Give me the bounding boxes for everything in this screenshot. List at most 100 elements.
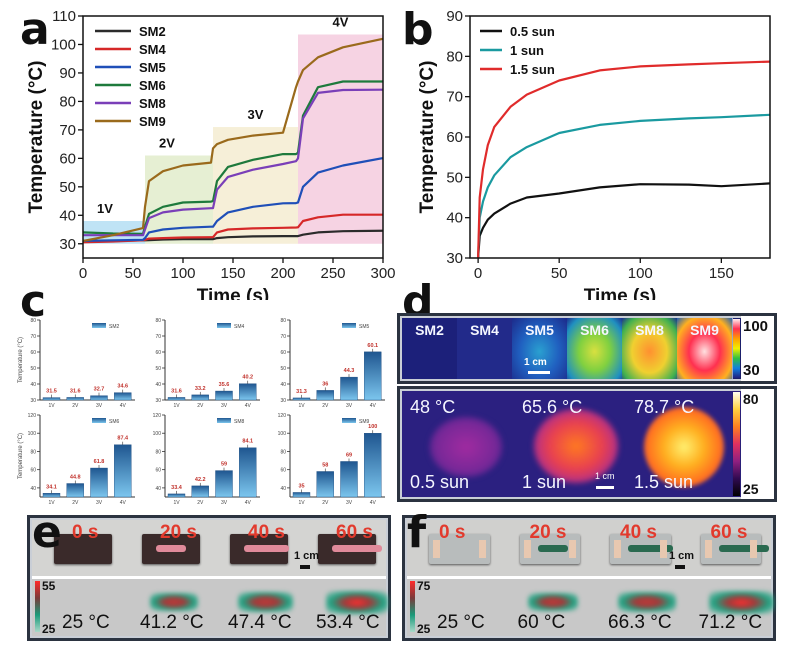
y-tick-label: 90 bbox=[446, 8, 463, 25]
region-label: 4V bbox=[333, 15, 349, 30]
sample-photo bbox=[230, 534, 289, 564]
ir-sample-label: SM8 bbox=[635, 322, 664, 338]
bar-value-label: 36 bbox=[322, 381, 328, 387]
thermal-strip: 25 °C 41.2 °C 47.4 °C 53.4 °C 55 25 bbox=[32, 579, 389, 636]
bar-subplot-SM4: 30 40 50 60 70 80 31.6 1V 33.2 2V 35.6 3V 40.2 4V SM4 bbox=[155, 318, 260, 409]
sample-photo bbox=[54, 534, 112, 564]
x-tick-label: 2V bbox=[72, 500, 79, 505]
scale-bar bbox=[528, 371, 550, 374]
electrode-pad bbox=[433, 540, 440, 558]
thermal-hotspot bbox=[326, 590, 389, 614]
y-tick-label: 120 bbox=[153, 413, 162, 419]
y-tick-label: 50 bbox=[59, 179, 76, 196]
y-tick-label: 30 bbox=[446, 250, 463, 267]
bar-3V bbox=[340, 376, 358, 401]
x-axis-label: Time (s) bbox=[584, 286, 657, 300]
colorbar-max: 100 bbox=[743, 318, 769, 335]
series-line-15sun bbox=[477, 60, 771, 259]
ir-image-SM8: SM8 bbox=[622, 318, 678, 379]
bar-2V bbox=[66, 397, 84, 401]
x-tick-label: 0 bbox=[79, 265, 87, 282]
bar-3V bbox=[215, 470, 233, 498]
x-tick-label: 4V bbox=[120, 500, 127, 505]
y-tick-label: 50 bbox=[155, 366, 161, 372]
ir-sample-label: SM5 bbox=[525, 322, 554, 338]
bar-subplot-SM9: 40 60 80 100 120 35 1V 58 2V 69 3V 100 4V SM9 bbox=[278, 413, 385, 505]
bar-value-label: 31.3 bbox=[296, 389, 307, 395]
y-tick-label: 70 bbox=[30, 334, 36, 340]
bar-4V bbox=[114, 392, 132, 401]
heated-stripe bbox=[628, 545, 673, 552]
series-line-SM8 bbox=[83, 88, 384, 237]
x-tick-label: 3V bbox=[221, 403, 228, 409]
bar-value-label: 44.8 bbox=[70, 475, 81, 481]
y-tick-label: 80 bbox=[30, 318, 36, 324]
legend-label: SM4 bbox=[234, 324, 245, 330]
x-tick-label: 200 bbox=[270, 265, 295, 282]
bar-value-label: 33.4 bbox=[171, 485, 183, 491]
y-tick-label: 80 bbox=[155, 449, 161, 455]
x-tick-label: 1V bbox=[173, 403, 180, 409]
panel-label-f: f bbox=[407, 507, 427, 558]
bar-value-label: 32.7 bbox=[94, 387, 105, 393]
y-tick-label: 70 bbox=[280, 334, 286, 340]
x-tick-label: 1V bbox=[48, 403, 55, 409]
electrode-pad bbox=[750, 540, 757, 558]
x-tick-label: 50 bbox=[125, 265, 142, 282]
bar-1V bbox=[292, 397, 311, 401]
photo-strip: 0 s 20 s 40 s 60 s 1 cm bbox=[32, 520, 386, 576]
y-tick-label: 30 bbox=[30, 398, 36, 404]
ir-spot-1.5sun bbox=[644, 407, 724, 487]
elapsed-time-label: 60 s bbox=[336, 522, 373, 543]
y-tick-label: 100 bbox=[51, 36, 76, 53]
series-line-SM5 bbox=[82, 157, 384, 242]
y-axis-label: Temperature (°C) bbox=[18, 337, 24, 383]
legend-label: SM4 bbox=[139, 42, 167, 57]
ir-sample-label: SM6 bbox=[580, 322, 609, 338]
bar-value-label: 34.6 bbox=[117, 384, 128, 390]
x-tick-label: 2V bbox=[197, 403, 204, 409]
legend-swatch bbox=[342, 418, 356, 423]
thermal-hotspot bbox=[618, 591, 677, 613]
series-line-SM9 bbox=[82, 37, 384, 242]
y-tick-label: 30 bbox=[59, 236, 76, 253]
ir-sun-label: 1 sun bbox=[522, 472, 567, 492]
colorbar-teal-red bbox=[410, 581, 415, 632]
colorbar-max: 80 bbox=[743, 391, 759, 407]
bar-value-label: 84.1 bbox=[242, 439, 253, 445]
x-tick-label: 3V bbox=[346, 500, 353, 505]
y-tick-label: 80 bbox=[446, 48, 463, 65]
bar-2V bbox=[316, 390, 334, 401]
ir-sun-label: 1.5 sun bbox=[634, 472, 694, 492]
y-tick-label: 30 bbox=[280, 398, 286, 404]
bar-value-label: 42.2 bbox=[195, 477, 206, 483]
shaded-region-3V bbox=[213, 127, 298, 244]
panel-d-ir-samples: SM2 SM4 SM5 1 cm SM6 SM8 SM9 100 30 bbox=[397, 313, 777, 384]
panel-e: 0 s 20 s 40 s 60 s 1 cm 25 °C 41.2 °C 47.4 °C 5… bbox=[27, 515, 391, 641]
x-tick-label: 4V bbox=[245, 403, 252, 409]
elapsed-time-label: 40 s bbox=[620, 522, 657, 543]
bar-value-label: 60.1 bbox=[367, 343, 378, 349]
y-tick-label: 80 bbox=[155, 318, 161, 324]
region-label: 2V bbox=[159, 136, 175, 151]
legend-swatch bbox=[217, 323, 231, 328]
ir-image-SM6: SM6 bbox=[567, 318, 623, 379]
x-tick-label: 3V bbox=[346, 403, 353, 409]
bar-4V bbox=[114, 444, 132, 498]
bar-3V bbox=[90, 467, 108, 498]
legend-label: SM2 bbox=[139, 24, 166, 39]
bar-value-label: 31.6 bbox=[171, 388, 182, 394]
colorbar-min: 30 bbox=[743, 362, 760, 379]
legend-label: SM5 bbox=[359, 324, 370, 330]
bar-value-label: 61.8 bbox=[94, 459, 105, 465]
sample-photo bbox=[318, 534, 382, 564]
bar-value-label: 44.3 bbox=[344, 368, 355, 374]
series-line-1sun bbox=[477, 113, 771, 259]
x-tick-label: 2V bbox=[197, 500, 204, 505]
panel-f: 0 s 20 s 40 s 60 s 1 cm 25 °C 60 °C 66.3 °C 71.… bbox=[402, 515, 776, 641]
electrode-pad bbox=[478, 540, 486, 558]
bar-subplot-SM5: 30 40 50 60 70 80 31.3 1V 36 2V 44.3 3V 60.1 4V SM5 bbox=[280, 318, 385, 409]
y-tick-label: 60 bbox=[30, 468, 36, 474]
panel-label-c: c bbox=[20, 276, 47, 327]
scale-bar bbox=[300, 565, 310, 569]
